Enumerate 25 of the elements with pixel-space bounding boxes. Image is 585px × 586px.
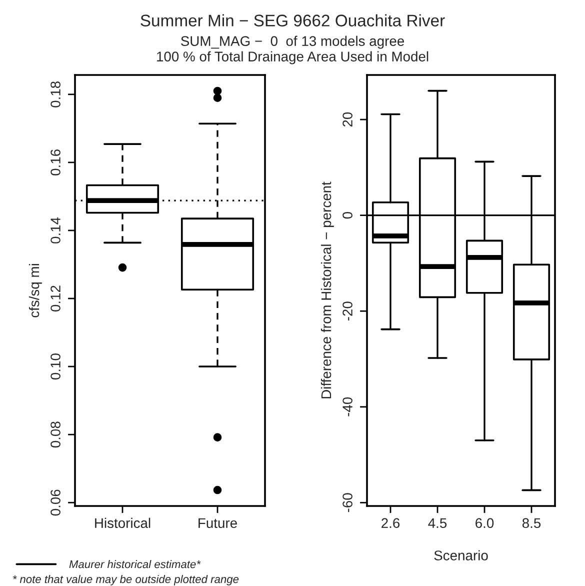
y-tick-label: 0.16 (50, 150, 60, 176)
y-tick-label: -20 (342, 302, 352, 321)
y-axis-title: Difference from Historical − percent (320, 182, 334, 398)
x-tick-label: Future (198, 518, 237, 528)
chart-title: Summer Min − SEG 9662 Ouachita River (140, 14, 445, 26)
x-tick-label: 2.6 (382, 518, 400, 528)
y-tick-label: 0 (342, 212, 352, 219)
y-tick-label: 0.14 (50, 217, 60, 244)
y-tick-label: -60 (342, 493, 352, 512)
x-tick-label: Historical (95, 518, 150, 528)
x-tick-label: 6.0 (476, 518, 494, 528)
y-tick-label: 0.12 (50, 286, 60, 312)
x-tick-label: 8.5 (522, 518, 541, 528)
y-tick-label: 0.10 (50, 354, 60, 380)
legend-label: Maurer historical estimate* (69, 560, 201, 568)
chart-subtitle: SUM_MAG − 0 of 13 models agree 100 % of Total Drainage Area Used in Model (157, 36, 428, 64)
y-tick-label: 0.08 (50, 422, 60, 448)
y-tick-label: 0.06 (50, 490, 60, 516)
x-axis-title: Scenario (434, 550, 488, 560)
y-tick-label: -40 (342, 397, 352, 416)
y-tick-label: 20 (342, 112, 352, 127)
y-tick-label: 0.18 (50, 81, 60, 108)
x-tick-label: 4.5 (428, 518, 447, 528)
text: * note that value may be outside plotted range (12, 574, 239, 586)
y-axis-title: cfs/sq mi (28, 264, 42, 318)
